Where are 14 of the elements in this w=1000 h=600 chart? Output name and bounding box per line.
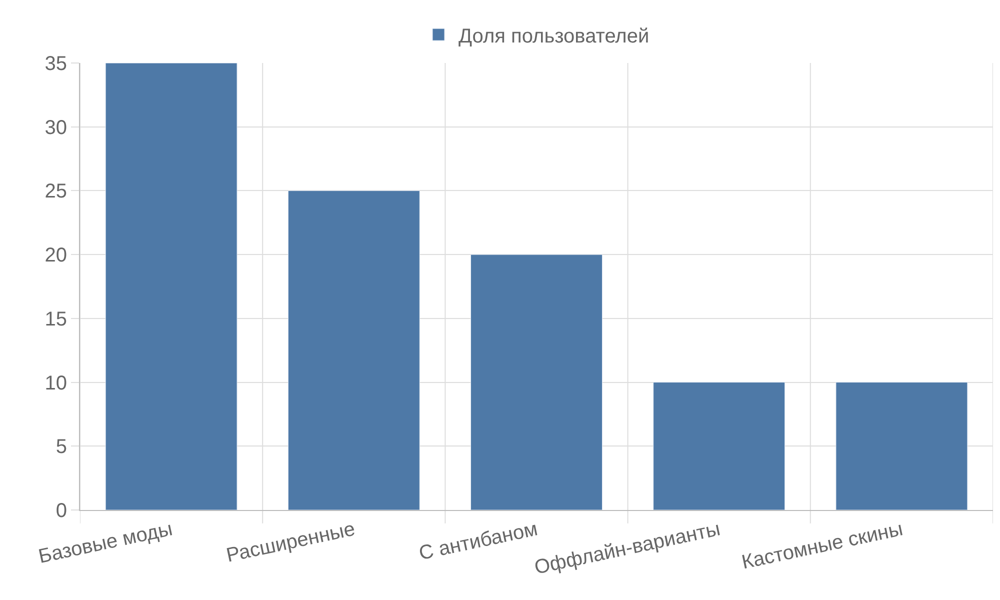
y-tick-label: 5 [56, 436, 67, 458]
bar [836, 382, 968, 510]
y-tick-label: 10 [44, 372, 67, 394]
legend-label: Доля пользователей [458, 25, 650, 48]
bar [470, 254, 602, 510]
y-tick-label: 25 [44, 180, 67, 203]
y-tick-label: 30 [44, 116, 67, 139]
bar [288, 190, 420, 510]
bar [105, 63, 238, 510]
x-tick-label: Кастомные скины [740, 518, 905, 574]
bar [653, 382, 786, 510]
y-tick-label: 20 [44, 244, 67, 267]
y-tick-label: 15 [44, 308, 67, 330]
y-tick-label: 35 [44, 53, 67, 75]
